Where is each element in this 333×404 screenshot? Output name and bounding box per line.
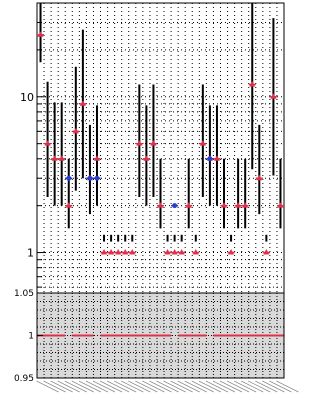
data-point-triangle bbox=[108, 249, 115, 255]
data-point-triangle bbox=[270, 93, 277, 99]
x-category-label bbox=[106, 380, 130, 393]
data-point-triangle bbox=[249, 80, 256, 87]
data-point-triangle bbox=[65, 202, 72, 208]
data-point-circle bbox=[207, 156, 213, 162]
x-category-label bbox=[205, 380, 229, 393]
data-point-triangle bbox=[221, 202, 228, 208]
x-category-label bbox=[219, 380, 243, 393]
x-axis-category-labels bbox=[36, 380, 299, 393]
x-category-label bbox=[191, 380, 214, 393]
data-point-circle bbox=[87, 175, 93, 181]
data-point-triangle bbox=[150, 140, 157, 146]
ratio-y-axis: 0.95 1 1.05 bbox=[14, 289, 43, 384]
x-category-label bbox=[262, 380, 285, 393]
data-point-circle bbox=[172, 203, 178, 209]
x-category-label bbox=[78, 380, 102, 393]
x-category-label bbox=[36, 380, 59, 393]
data-point-triangle bbox=[122, 249, 129, 255]
main-plot-frame bbox=[36, 2, 285, 294]
data-point-triangle bbox=[136, 140, 143, 146]
data-point-circle bbox=[94, 175, 100, 181]
x-category-label bbox=[50, 380, 73, 393]
x-category-label bbox=[149, 380, 172, 393]
data-point-triangle bbox=[213, 155, 220, 161]
x-category-label bbox=[226, 380, 250, 393]
data-point-triangle bbox=[199, 140, 206, 146]
x-category-label bbox=[276, 380, 299, 393]
x-category-label bbox=[135, 380, 158, 393]
x-category-label bbox=[170, 380, 193, 393]
data-point-triangle bbox=[93, 155, 100, 161]
main-plot-panel: 1 10 bbox=[20, 2, 285, 294]
data-point-triangle bbox=[192, 249, 199, 255]
data-point-triangle bbox=[101, 249, 108, 255]
data-point-triangle bbox=[51, 155, 58, 161]
x-category-label bbox=[64, 380, 87, 393]
data-point-triangle bbox=[129, 249, 136, 255]
x-category-label bbox=[198, 380, 221, 393]
data-point-triangle bbox=[37, 31, 44, 37]
data-point-triangle bbox=[143, 155, 150, 161]
x-category-label bbox=[43, 380, 66, 393]
main-y-tick-label: 1 bbox=[27, 247, 34, 260]
main-plot-grid bbox=[36, 3, 285, 293]
data-point-triangle bbox=[242, 202, 249, 208]
ratio-y-tick-label: 1.05 bbox=[14, 289, 34, 299]
data-point-triangle bbox=[228, 249, 235, 255]
x-category-label bbox=[114, 380, 137, 393]
main-y-axis: 1 10 bbox=[20, 21, 46, 288]
x-category-label bbox=[57, 380, 80, 393]
x-category-label bbox=[248, 380, 271, 393]
x-category-label bbox=[142, 380, 165, 393]
x-category-label bbox=[92, 380, 116, 393]
x-category-label bbox=[177, 380, 200, 393]
data-point-circle bbox=[66, 175, 72, 181]
x-category-label bbox=[156, 380, 179, 393]
x-category-label bbox=[163, 380, 186, 393]
data-point-triangle bbox=[256, 174, 263, 181]
x-category-label bbox=[184, 380, 207, 393]
ratio-y-tick-label: 0.95 bbox=[14, 374, 34, 384]
x-category-label bbox=[233, 380, 257, 393]
data-point-triangle bbox=[58, 155, 65, 161]
x-category-label bbox=[212, 380, 236, 393]
data-point-triangle bbox=[185, 202, 192, 208]
data-point-triangle bbox=[115, 249, 122, 255]
data-point-triangle bbox=[164, 249, 171, 255]
data-point-triangle bbox=[171, 249, 178, 255]
main-y-tick-label: 10 bbox=[20, 91, 34, 104]
data-point-triangle bbox=[79, 100, 86, 106]
x-category-label bbox=[128, 380, 151, 393]
main-data-markers bbox=[37, 31, 284, 255]
data-point-triangle bbox=[72, 127, 79, 134]
data-point-triangle bbox=[277, 202, 284, 208]
x-category-label bbox=[269, 380, 292, 393]
ratio-plot-panel: 0.95 1 1.05 bbox=[14, 289, 285, 384]
ratio-y-tick-label: 1 bbox=[28, 332, 34, 342]
data-point-triangle bbox=[263, 249, 270, 255]
data-point-triangle bbox=[178, 249, 185, 255]
x-category-label bbox=[85, 380, 109, 393]
data-point-triangle bbox=[44, 140, 51, 146]
data-point-triangle bbox=[235, 202, 242, 208]
x-category-label bbox=[71, 380, 94, 393]
data-point-triangle bbox=[157, 202, 164, 208]
x-category-label bbox=[121, 380, 144, 393]
x-category-label bbox=[255, 380, 278, 393]
x-category-label bbox=[99, 380, 123, 393]
x-category-label bbox=[241, 380, 264, 393]
